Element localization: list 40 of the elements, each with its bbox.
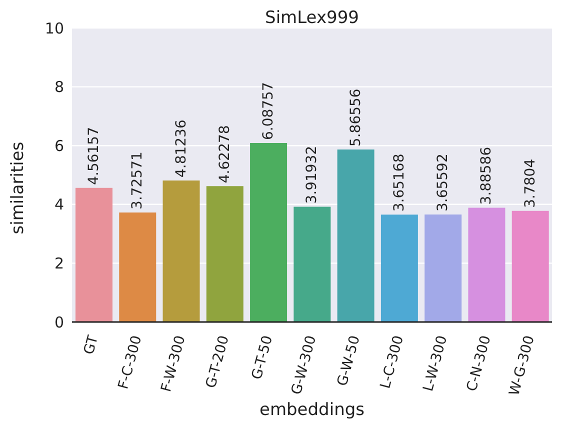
data-label: 4.62278 bbox=[216, 125, 233, 184]
x-tick-label: G-T-200 bbox=[203, 334, 232, 390]
y-tick-label: 4 bbox=[54, 196, 64, 214]
bar bbox=[294, 206, 331, 322]
bar bbox=[380, 214, 418, 322]
x-tick-label: G-W-300 bbox=[288, 334, 320, 396]
data-label: 4.81236 bbox=[173, 120, 190, 178]
data-label: 3.65592 bbox=[435, 154, 452, 212]
y-tick-label: 8 bbox=[54, 78, 64, 96]
bar bbox=[512, 210, 549, 322]
data-label: 3.65168 bbox=[391, 154, 408, 212]
x-tick-label: G-W-50 bbox=[334, 334, 364, 388]
x-tick-label: C-N-300 bbox=[464, 334, 494, 394]
chart-title: SimLex999 bbox=[264, 8, 360, 28]
x-axis-title: embeddings bbox=[258, 400, 366, 420]
y-tick-label: 2 bbox=[54, 254, 64, 273]
bar bbox=[206, 186, 244, 322]
x-tick-label: L-C-300 bbox=[378, 334, 407, 390]
bar bbox=[337, 150, 374, 322]
y-tick-label: 10 bbox=[44, 19, 64, 38]
bar bbox=[162, 180, 200, 322]
data-label: 3.7804 bbox=[522, 158, 538, 208]
x-tick-label: L-W-300 bbox=[420, 334, 451, 394]
x-tick-label: G-T-50 bbox=[249, 334, 276, 382]
x-tick-label: GT bbox=[81, 334, 102, 356]
data-label: 3.88586 bbox=[478, 146, 495, 205]
y-tick-label: 6 bbox=[54, 136, 64, 155]
bar bbox=[468, 208, 506, 322]
bar bbox=[119, 212, 156, 322]
x-tick-label: F-C-300 bbox=[116, 334, 146, 391]
data-label: 5.86556 bbox=[348, 88, 364, 147]
data-label: 6.08757 bbox=[260, 82, 277, 140]
data-label: 3.72571 bbox=[130, 152, 146, 210]
y-tick-label: 0 bbox=[54, 313, 64, 332]
bar bbox=[424, 214, 462, 322]
bar bbox=[250, 143, 288, 322]
y-axis-title: similarities bbox=[8, 142, 28, 234]
bar bbox=[75, 188, 112, 322]
data-label: 4.56157 bbox=[86, 126, 102, 185]
data-label: 3.91932 bbox=[304, 146, 320, 204]
